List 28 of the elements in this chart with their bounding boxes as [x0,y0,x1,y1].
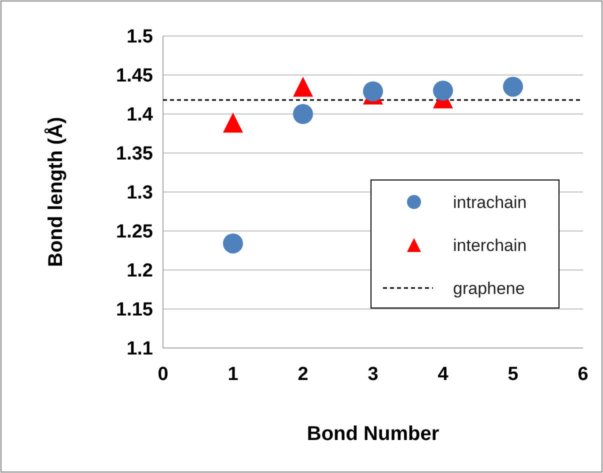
point [503,76,523,97]
point [293,104,313,124]
legend-label: intrachain [453,192,527,212]
y-tick-label: 1.5 [126,26,154,48]
y-tick-label: 1.2 [126,260,153,282]
point [223,233,243,254]
y-tick-label: 1.1 [126,338,154,360]
x-axis-title: Bond Number [306,423,440,445]
x-tick-label: 1 [228,364,239,385]
x-tick-label: 3 [368,364,378,385]
y-tick-label: 1.35 [116,144,154,165]
y-axis-title: Bond length (Å) [44,117,67,267]
y-tick-label: 1.25 [116,222,154,243]
point [433,80,453,101]
y-tick-label: 1.45 [116,66,154,87]
legend-label: graphene [453,278,525,298]
x-tick-label: 5 [508,364,519,385]
x-tick-label: 4 [438,364,449,385]
point [363,81,383,102]
x-tick-label: 6 [578,364,588,385]
y-tick-label: 1.3 [126,182,153,204]
y-tick-label: 1.4 [126,104,154,126]
legend-label: interchain [453,236,527,255]
point [293,76,313,97]
y-tick-label: 1.15 [116,300,154,321]
x-tick-label: 2 [298,364,308,385]
x-tick-label: 0 [158,364,168,385]
point [223,112,243,133]
